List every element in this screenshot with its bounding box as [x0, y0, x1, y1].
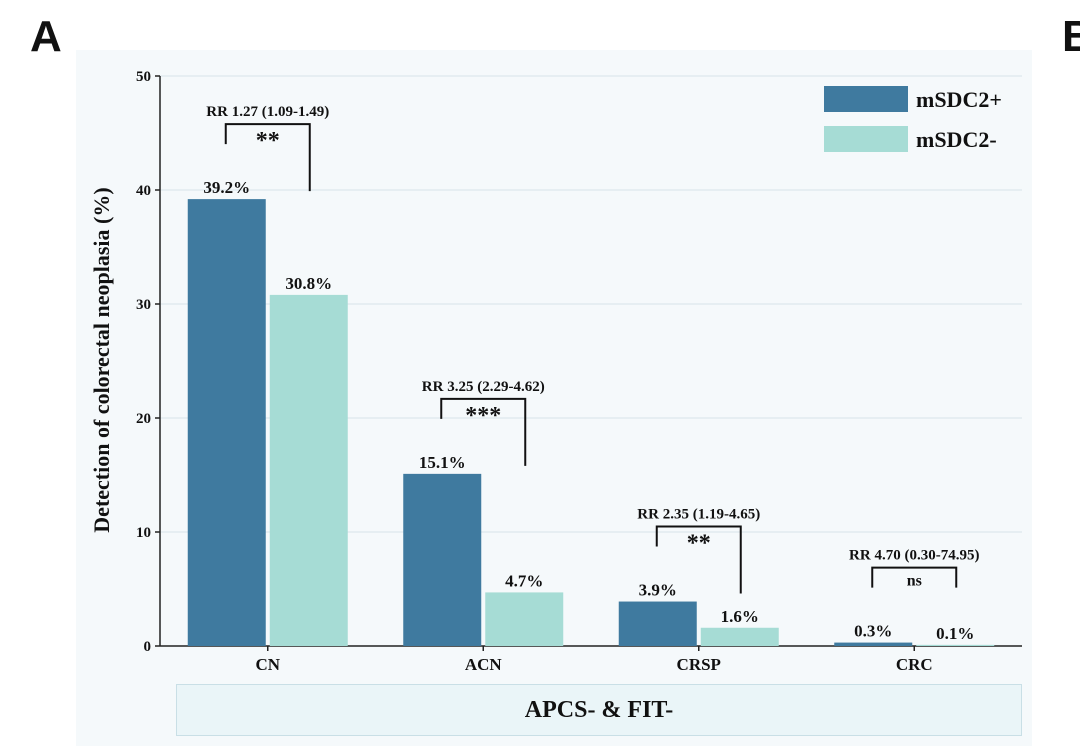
bar-mSDC2+-CRSP — [618, 601, 697, 646]
bar-mSDC2+-CRC — [834, 642, 913, 646]
rr-annotation: RR 2.35 (1.19-4.65) — [637, 507, 760, 523]
x-axis-group-label: APCS- & FIT- — [176, 684, 1022, 736]
data-label: 0.3% — [854, 622, 892, 641]
bar-mSDC2--CN — [269, 294, 348, 646]
y-tick-label: 20 — [136, 411, 151, 427]
legend-label: mSDC2+ — [916, 87, 1002, 112]
data-label: 30.8% — [285, 274, 332, 293]
bar-mSDC2+-CN — [187, 199, 266, 646]
significance-marker: ** — [687, 531, 711, 557]
panel-label-a: A — [30, 12, 62, 61]
data-label: 0.1% — [936, 624, 974, 643]
x-tick-label: CN — [255, 655, 280, 674]
panel-label-b: B — [1062, 12, 1080, 61]
data-label: 4.7% — [505, 571, 543, 590]
data-label: 15.1% — [419, 453, 466, 472]
x-tick-label: CRSP — [677, 655, 721, 674]
legend-label: mSDC2- — [916, 127, 997, 152]
rr-annotation: RR 1.27 (1.09-1.49) — [206, 104, 329, 120]
data-label: 1.6% — [721, 607, 759, 626]
legend-swatch-mSDC2- — [824, 126, 908, 152]
significance-bracket — [224, 123, 311, 192]
y-tick-label: 10 — [136, 525, 151, 541]
significance-marker: ns — [907, 573, 922, 590]
significance-bracket — [440, 397, 527, 466]
x-tick-label: CRC — [896, 655, 933, 674]
data-label: 39.2% — [203, 178, 250, 197]
y-tick-label: 0 — [144, 639, 152, 655]
rr-annotation: RR 4.70 (0.30-74.95) — [849, 548, 979, 564]
significance-bracket — [871, 566, 958, 588]
significance-bracket — [655, 525, 742, 594]
bar-mSDC2+-ACN — [403, 473, 482, 646]
significance-marker: *** — [465, 403, 501, 429]
data-label: 3.9% — [639, 581, 677, 600]
y-tick-label: 40 — [136, 183, 151, 199]
bar-mSDC2--ACN — [485, 592, 564, 646]
rr-annotation: RR 3.25 (2.29-4.62) — [422, 379, 545, 395]
y-tick-label: 50 — [136, 69, 151, 85]
bar-mSDC2--CRC — [916, 644, 995, 646]
significance-marker: ** — [256, 128, 280, 154]
legend-swatch-mSDC2+ — [824, 86, 908, 112]
x-tick-label: ACN — [465, 655, 503, 674]
bar-mSDC2--CRSP — [700, 627, 779, 646]
y-tick-label: 30 — [136, 297, 151, 313]
